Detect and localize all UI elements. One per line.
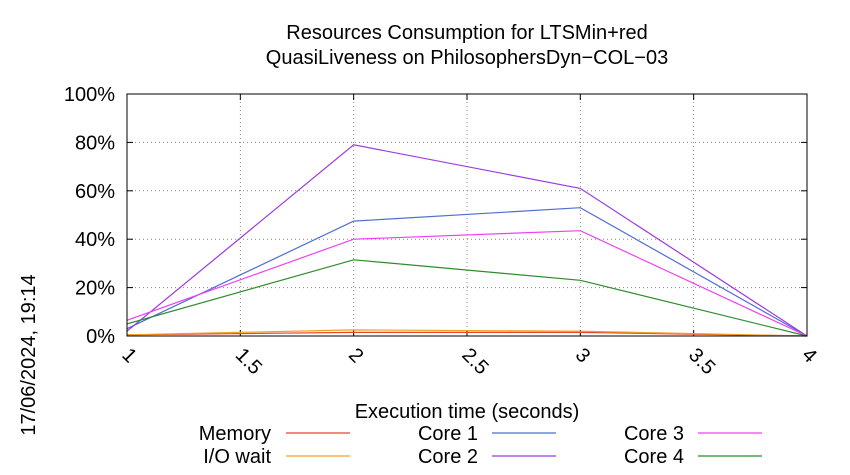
x-tick-label: 2 <box>344 344 367 367</box>
legend-label-i-o-wait: I/O wait <box>203 446 271 468</box>
y-tick-label: 80% <box>75 132 115 154</box>
y-tick-label: 0% <box>86 326 115 348</box>
series-line-core-4 <box>126 259 808 337</box>
legend-label-core-1: Core 1 <box>418 423 478 445</box>
y-tick-label: 60% <box>75 181 115 203</box>
chart-title: Resources Consumption for LTSMin+red <box>286 22 647 44</box>
series-lines <box>126 144 808 337</box>
x-tick-label: 3 <box>571 344 594 367</box>
legend-label-memory: Memory <box>199 423 271 445</box>
y-tick-label: 40% <box>75 229 115 251</box>
x-tick-label: 2.5 <box>457 344 492 379</box>
series-line-core-3 <box>126 230 808 337</box>
series-line-core-2 <box>126 144 808 337</box>
series-line-i-o-wait <box>126 329 808 337</box>
legend-label-core-4: Core 4 <box>624 446 684 468</box>
legend-label-core-3: Core 3 <box>624 423 684 445</box>
plot-frame <box>126 93 808 337</box>
x-tick-label: 3.5 <box>684 344 719 379</box>
y-tick-label: 20% <box>75 278 115 300</box>
legend-label-core-2: Core 2 <box>418 446 478 468</box>
chart-subtitle: QuasiLiveness on PhilosophersDyn−COL−03 <box>266 47 668 69</box>
x-tick-label: 4 <box>797 344 820 367</box>
timestamp-label: 17/06/2024, 19:14 <box>18 274 40 435</box>
series-line-core-1 <box>126 207 808 337</box>
y-tick-label: 100% <box>64 84 115 106</box>
x-tick-label: 1 <box>117 344 140 367</box>
x-tick-label: 1.5 <box>231 344 266 379</box>
y-axis-ticks: 0% 20% 40% 60% 80% 100% <box>64 84 807 348</box>
x-axis-label: Execution time (seconds) <box>355 401 580 423</box>
